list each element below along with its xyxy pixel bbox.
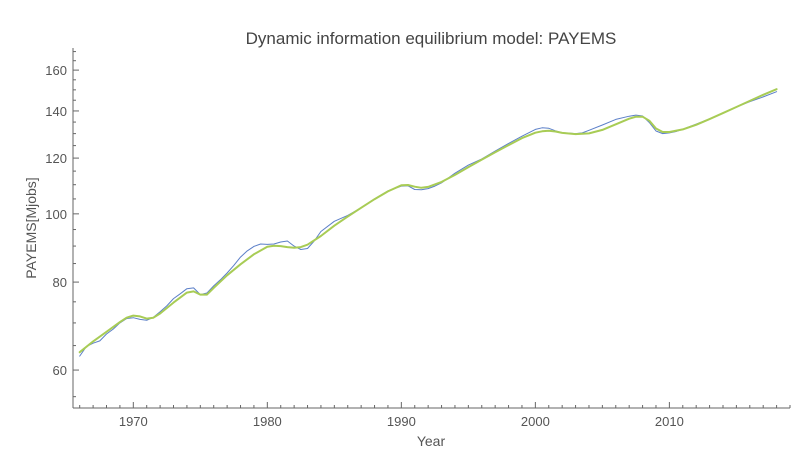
x-tick-label: 1970 — [119, 414, 148, 429]
y-axis-label: PAYEMS[Mjobs] — [23, 177, 39, 278]
y-tick-label: 120 — [45, 151, 67, 166]
y-tick-label: 60 — [53, 363, 67, 378]
x-tick-label: 2010 — [655, 414, 684, 429]
chart-title: Dynamic information equilibrium model: P… — [246, 29, 617, 48]
y-tick-label: 140 — [45, 104, 67, 119]
x-axis-label: Year — [417, 433, 446, 449]
x-tick-label: 1980 — [253, 414, 282, 429]
y-tick-label: 100 — [45, 207, 67, 222]
y-tick-label: 160 — [45, 63, 67, 78]
axis-ticks: 1970 1980 1990 2000 2010 60 80 100 120 140 160 — [45, 51, 791, 429]
plot-area — [78, 88, 778, 357]
x-tick-label: 1990 — [387, 414, 416, 429]
series-line-model — [78, 88, 778, 354]
x-tick-label: 2000 — [521, 414, 550, 429]
y-tick-label: 80 — [53, 275, 67, 290]
